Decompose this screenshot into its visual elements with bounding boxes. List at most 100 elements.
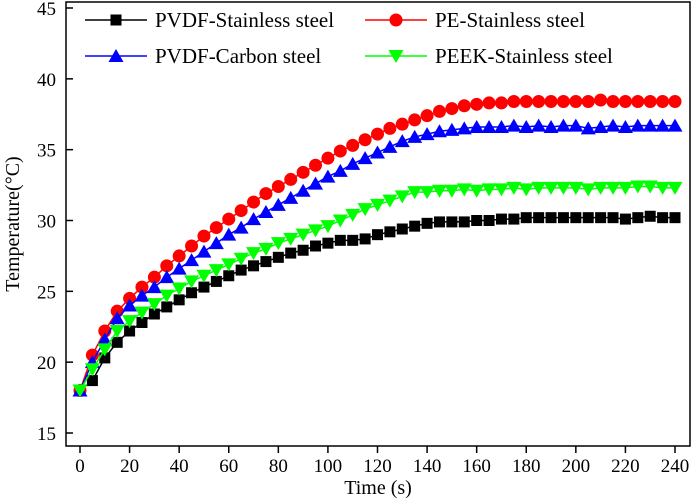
data-point (221, 258, 237, 272)
data-point (384, 226, 396, 238)
data-point (283, 190, 299, 204)
x-tick-label: 0 (75, 456, 85, 477)
data-point (493, 120, 509, 133)
data-point (457, 99, 471, 113)
legend-entry: PE-Stainless steel (365, 8, 585, 32)
series-line (79, 99, 675, 391)
data-point (581, 95, 595, 108)
series-0 (74, 210, 681, 396)
data-point (568, 118, 584, 132)
x-tick-label: 80 (269, 456, 288, 477)
y-tick-label: 30 (37, 212, 56, 233)
data-point (668, 95, 682, 108)
data-point (208, 264, 224, 278)
data-point (97, 343, 113, 357)
data-point (196, 244, 212, 258)
data-point (630, 118, 646, 132)
data-point (357, 151, 373, 165)
data-point (383, 121, 397, 135)
data-point (185, 239, 199, 253)
data-point (248, 260, 260, 272)
data-point (631, 95, 645, 108)
data-point (371, 127, 384, 141)
x-tick-label: 20 (120, 456, 139, 477)
data-point (171, 261, 187, 275)
data-point (320, 169, 336, 183)
series-line (79, 124, 675, 391)
data-point (655, 118, 671, 132)
data-point (284, 172, 298, 186)
x-tick-label: 200 (562, 456, 591, 477)
data-point (134, 306, 150, 320)
data-point (295, 183, 311, 197)
data-point (196, 269, 212, 283)
legend-label: PEEK-Stainless steel (435, 44, 613, 68)
data-point (618, 95, 632, 108)
x-tick-label: 40 (170, 456, 189, 477)
data-point (557, 212, 569, 224)
data-point (605, 181, 621, 195)
data-point (506, 181, 522, 195)
y-tick-label: 40 (37, 70, 56, 91)
legend-entry: PVDF-Carbon steel (85, 44, 321, 68)
data-point (481, 120, 497, 133)
data-point (667, 118, 683, 132)
data-point (246, 247, 262, 261)
data-point (148, 308, 160, 320)
data-point (85, 348, 99, 362)
data-point (135, 280, 149, 294)
data-point (518, 183, 534, 197)
legend-marker (110, 14, 122, 26)
data-point (458, 216, 470, 228)
data-point (481, 183, 497, 197)
data-point (235, 264, 247, 276)
data-point (358, 133, 372, 147)
data-point (345, 156, 361, 170)
y-tick-label: 25 (37, 282, 56, 303)
data-point (97, 332, 113, 346)
data-point (197, 229, 211, 243)
data-point (147, 270, 161, 284)
data-point (445, 102, 459, 116)
data-point (84, 363, 100, 377)
data-point (308, 176, 324, 190)
y-tick-label: 35 (37, 141, 56, 162)
data-point (172, 249, 186, 263)
legend-marker (108, 49, 124, 62)
data-point (544, 95, 558, 108)
data-point (320, 220, 336, 234)
data-point (146, 298, 162, 312)
data-point (122, 315, 138, 329)
data-point (630, 180, 646, 194)
legend-label: PE-Stainless steel (435, 8, 585, 32)
y-axis-label: Temperature(°C) (2, 156, 24, 291)
data-point (556, 95, 570, 108)
data-point (444, 184, 460, 198)
data-point (109, 311, 125, 325)
data-point (520, 212, 532, 224)
data-point (555, 118, 571, 132)
data-point (123, 291, 137, 305)
data-point (470, 97, 484, 111)
data-point (295, 228, 311, 242)
data-point (171, 282, 187, 296)
data-point (494, 96, 508, 110)
data-point (593, 120, 609, 133)
data-point (359, 233, 371, 245)
data-point (308, 224, 324, 238)
data-point (372, 229, 383, 241)
data-point (456, 183, 472, 197)
data-point (632, 212, 644, 224)
data-point (109, 325, 125, 338)
data-point (122, 298, 138, 312)
data-point (580, 183, 596, 197)
data-point (409, 220, 421, 232)
x-tick-label: 60 (219, 456, 238, 477)
data-point (160, 259, 174, 273)
data-point (247, 195, 261, 209)
data-point (161, 301, 173, 313)
data-point (657, 212, 669, 224)
y-tick-label: 15 (37, 424, 56, 445)
x-tick-label: 180 (512, 456, 541, 477)
